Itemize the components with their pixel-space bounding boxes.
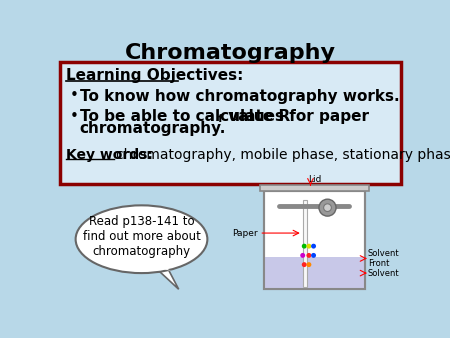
Circle shape — [302, 244, 307, 249]
FancyBboxPatch shape — [303, 200, 306, 287]
Text: chromatography, mobile phase, stationary phase,: chromatography, mobile phase, stationary… — [116, 147, 450, 162]
Circle shape — [306, 244, 311, 249]
Circle shape — [306, 253, 311, 258]
Text: Lid: Lid — [308, 175, 321, 184]
Polygon shape — [155, 268, 179, 289]
Text: Chromatography: Chromatography — [125, 43, 336, 63]
Text: To be able to calculate R: To be able to calculate R — [80, 108, 290, 123]
Text: Learning Objectives:: Learning Objectives: — [66, 69, 243, 83]
Ellipse shape — [76, 206, 207, 273]
Text: f: f — [217, 114, 222, 124]
Text: Solvent
Front: Solvent Front — [368, 249, 400, 268]
Circle shape — [302, 262, 307, 267]
Circle shape — [306, 262, 311, 267]
FancyBboxPatch shape — [264, 257, 364, 289]
Text: chromatography.: chromatography. — [80, 121, 226, 136]
FancyBboxPatch shape — [260, 185, 369, 191]
Text: To know how chromatography works.: To know how chromatography works. — [80, 89, 399, 103]
FancyBboxPatch shape — [60, 62, 401, 184]
Text: Read p138-141 to
find out more about
chromatography: Read p138-141 to find out more about chr… — [82, 215, 200, 259]
Circle shape — [311, 253, 316, 258]
Text: Key words:: Key words: — [66, 147, 158, 162]
FancyBboxPatch shape — [264, 191, 364, 289]
Circle shape — [319, 199, 336, 216]
Text: •: • — [70, 89, 79, 103]
Polygon shape — [149, 266, 171, 271]
Text: Paper: Paper — [232, 228, 258, 238]
Circle shape — [324, 204, 331, 212]
Circle shape — [300, 253, 305, 258]
Text: •: • — [70, 108, 79, 123]
Text: Solvent: Solvent — [368, 269, 400, 277]
Text: values for paper: values for paper — [223, 108, 369, 123]
Circle shape — [311, 244, 316, 249]
